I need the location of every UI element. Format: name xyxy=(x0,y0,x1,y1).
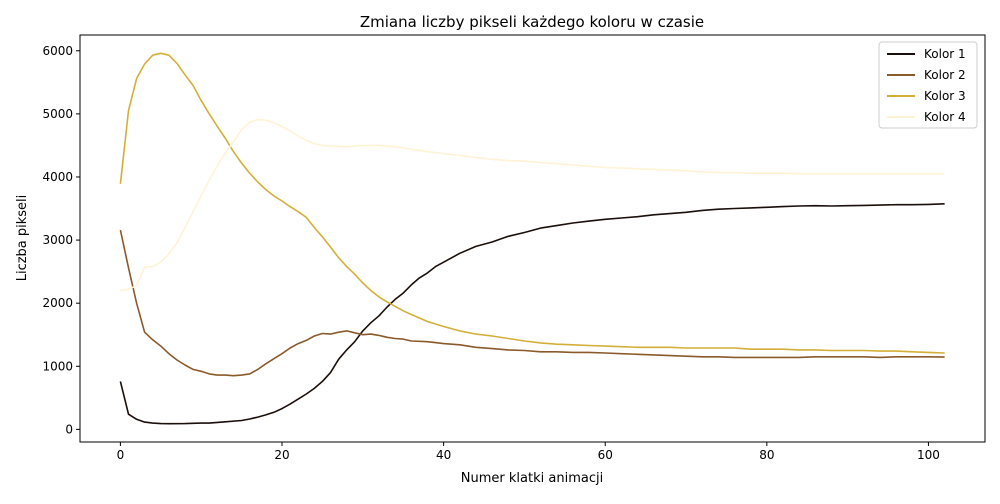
series-layer xyxy=(119,52,945,425)
y-tick-label: 2000 xyxy=(42,296,73,310)
x-tick-label: 60 xyxy=(598,448,613,462)
legend-box xyxy=(878,41,978,129)
plot-frame xyxy=(79,34,986,443)
series-line-2 xyxy=(119,229,945,377)
legend-label-1: Kolor 1 xyxy=(924,47,966,61)
y-tick-label: 4000 xyxy=(42,170,73,184)
x-tick-label: 20 xyxy=(274,448,289,462)
y-axis-label: Liczba pikseli xyxy=(15,195,30,282)
x-axis-label: Numer klatki animacji xyxy=(461,471,603,486)
y-tick-label: 6000 xyxy=(42,44,73,58)
y-tick-label: 5000 xyxy=(42,107,73,121)
y-tick-label: 0 xyxy=(65,422,73,436)
chart-title: Zmiana liczby pikseli każdego koloru w c… xyxy=(360,13,704,31)
y-tick-label: 1000 xyxy=(42,359,73,373)
x-tick-label: 100 xyxy=(917,448,940,462)
x-tick-label: 0 xyxy=(117,448,125,462)
plot-background xyxy=(80,35,985,442)
legend-label-3: Kolor 3 xyxy=(924,89,966,103)
legend-label-4: Kolor 4 xyxy=(924,110,966,124)
legend-label-2: Kolor 2 xyxy=(924,68,966,82)
y-axis: 0 1000 2000 3000 4000 5000 6000 xyxy=(42,44,80,436)
series-line-1 xyxy=(119,203,945,425)
y-tick-label: 3000 xyxy=(42,233,73,247)
x-tick-label: 80 xyxy=(759,448,774,462)
series-line-4 xyxy=(120,118,945,292)
legend: Kolor 1 Kolor 2 Kolor 3 Kolor 4 xyxy=(878,41,978,129)
x-tick-label: 40 xyxy=(436,448,451,462)
series-line-3 xyxy=(119,52,945,354)
x-axis: 0 20 40 60 80 100 xyxy=(117,442,940,462)
